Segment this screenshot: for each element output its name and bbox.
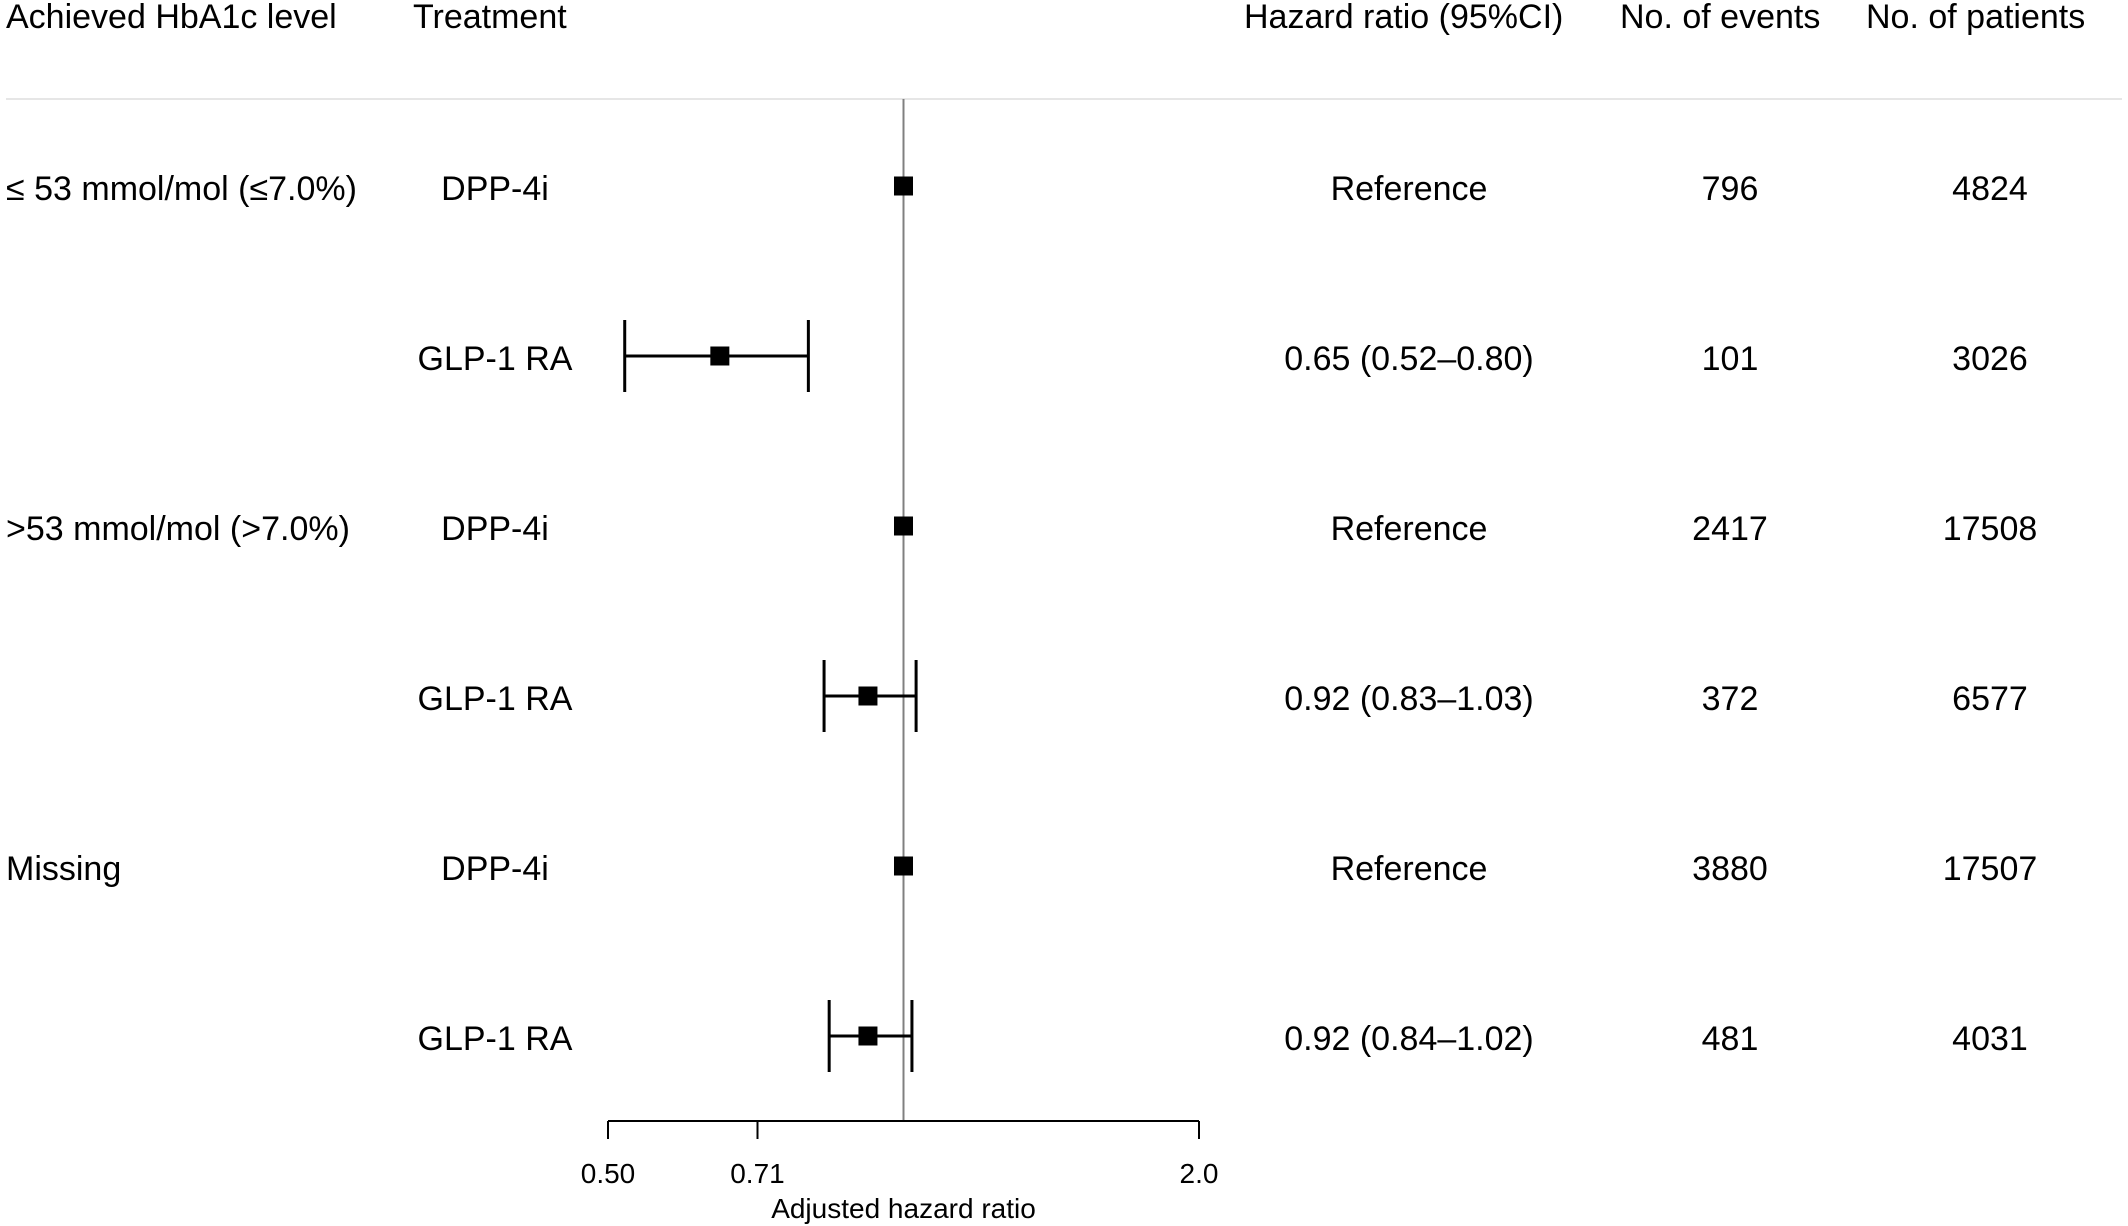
header-group: Achieved HbA1c level: [6, 0, 337, 36]
point-estimate-marker: [710, 346, 730, 366]
treatment-label: GLP-1 RA: [417, 1020, 573, 1058]
point-estimate-marker: [858, 1026, 878, 1046]
hazard-ratio-text: 0.92 (0.84–1.02): [1284, 1020, 1534, 1058]
treatment-label: GLP-1 RA: [417, 340, 573, 378]
treatment-label: GLP-1 RA: [417, 680, 573, 718]
patients-count: 17507: [1942, 850, 2038, 888]
hazard-ratio-text: Reference: [1330, 170, 1488, 208]
hazard-ratio-text: 0.65 (0.52–0.80): [1284, 340, 1534, 378]
events-count: 796: [1701, 170, 1759, 208]
events-count: 481: [1701, 1020, 1759, 1058]
treatment-label: DPP-4i: [441, 170, 549, 208]
treatment-label: DPP-4i: [441, 510, 549, 548]
header-patients: No. of patients: [1866, 0, 2086, 36]
events-count: 101: [1701, 340, 1759, 378]
x-tick-label: 0.71: [730, 1158, 785, 1189]
events-count: 2417: [1692, 510, 1768, 548]
patients-count: 4824: [1952, 170, 2028, 208]
point-estimate-marker: [858, 686, 878, 706]
header-events: No. of events: [1620, 0, 1821, 36]
x-tick-label: 2.0: [1180, 1158, 1219, 1189]
patients-count: 4031: [1952, 1020, 2028, 1058]
x-axis-title: Adjusted hazard ratio: [771, 1193, 1036, 1224]
patients-count: 6577: [1952, 680, 2028, 718]
point-estimate-marker: [894, 856, 913, 876]
point-estimate-marker: [894, 176, 913, 196]
group-label: ≤ 53 mmol/mol (≤7.0%): [6, 170, 357, 208]
header-hazard-ratio: Hazard ratio (95%CI): [1244, 0, 1564, 36]
patients-count: 17508: [1942, 510, 2038, 548]
x-tick-label: 0.50: [581, 1158, 636, 1189]
events-count: 372: [1701, 680, 1759, 718]
point-estimate-marker: [894, 516, 913, 536]
header-treatment: Treatment: [413, 0, 567, 36]
hazard-ratio-text: Reference: [1330, 850, 1488, 888]
hazard-ratio-text: Reference: [1330, 510, 1488, 548]
treatment-label: DPP-4i: [441, 850, 549, 888]
group-label: Missing: [6, 850, 122, 888]
group-label: >53 mmol/mol (>7.0%): [6, 510, 350, 548]
hazard-ratio-text: 0.92 (0.83–1.03): [1284, 680, 1534, 718]
patients-count: 3026: [1952, 340, 2028, 378]
events-count: 3880: [1692, 850, 1768, 888]
